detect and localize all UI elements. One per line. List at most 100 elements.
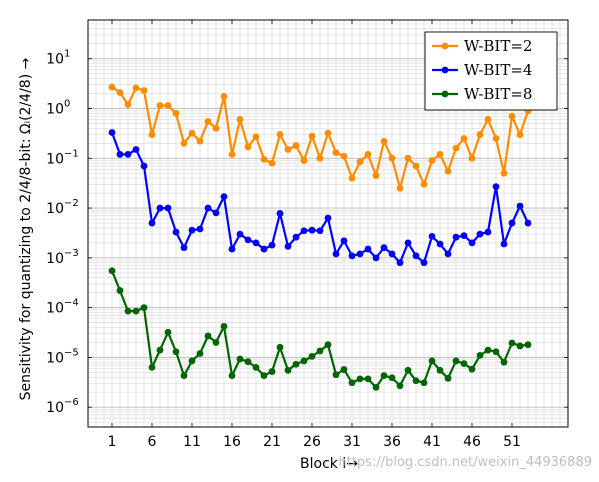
data-point [324, 214, 332, 222]
x-tick-label: 36 [383, 434, 401, 450]
data-point [252, 364, 260, 371]
data-point [284, 146, 292, 153]
data-point [452, 144, 460, 152]
data-point [132, 307, 140, 315]
data-point [452, 233, 460, 241]
x-tick-label: 51 [503, 434, 521, 450]
data-point [220, 193, 228, 201]
legend-marker-1 [441, 42, 449, 50]
data-point [308, 226, 316, 234]
data-point [492, 183, 500, 191]
data-point [484, 116, 492, 123]
data-point [132, 84, 140, 92]
y-tick-label: 10 [46, 201, 64, 217]
y-tick-label-exponent: 1 [64, 49, 70, 60]
y-tick-label: 10 [46, 102, 64, 118]
data-point [268, 368, 276, 375]
axis-ticks [88, 20, 568, 427]
data-point [156, 346, 164, 354]
data-point [388, 374, 396, 382]
data-point [436, 150, 444, 158]
data-point [476, 230, 484, 238]
y-tick-label: 10 [46, 251, 64, 267]
data-point [524, 341, 532, 349]
legend-marker-3 [441, 90, 449, 98]
data-point [516, 202, 524, 210]
data-point [500, 169, 508, 177]
data-point [108, 129, 116, 136]
x-tick-label: 41 [423, 434, 441, 450]
data-point [476, 351, 484, 359]
data-point [316, 227, 324, 235]
plot-frame [87, 19, 569, 428]
data-point [508, 339, 516, 347]
data-point [412, 377, 420, 385]
data-point [228, 372, 236, 380]
data-point [196, 350, 204, 357]
data-point [348, 174, 356, 182]
y-tick-label-exponent: −3 [64, 248, 79, 259]
data-point [300, 227, 308, 235]
data-point [516, 131, 524, 138]
data-point [292, 360, 300, 368]
y-tick-label-exponent: 0 [64, 99, 70, 110]
data-point [444, 250, 452, 258]
data-point [140, 304, 148, 312]
data-point [364, 245, 372, 253]
y-tick-label-exponent: −5 [64, 347, 79, 358]
data-point [372, 254, 380, 262]
x-tick-label: 21 [263, 434, 281, 450]
data-point [140, 162, 148, 170]
data-point [124, 150, 132, 158]
data-point [212, 339, 220, 346]
data-point [396, 382, 404, 390]
data-point [220, 93, 228, 100]
data-point [508, 112, 516, 120]
data-point [356, 250, 364, 258]
data-point [356, 158, 364, 166]
data-point [268, 241, 276, 249]
x-axis-label: Block i→ [300, 456, 358, 472]
data-point [164, 204, 172, 212]
data-point [244, 143, 252, 151]
y-tick-label-exponent: −6 [64, 397, 79, 408]
data-point [244, 358, 252, 366]
data-point [364, 375, 372, 383]
data-point [116, 89, 124, 96]
data-point [388, 154, 396, 162]
data-point [468, 154, 476, 162]
legend-label-3: W-BIT=8 [464, 85, 532, 103]
data-point [276, 131, 284, 138]
data-point [172, 228, 180, 236]
data-point [228, 150, 236, 158]
data-point [460, 135, 468, 142]
watermark-text: https://blog.csdn.net/weixin_44936889 [338, 455, 592, 470]
data-point [156, 204, 164, 212]
data-point [444, 374, 452, 382]
data-point [188, 357, 196, 365]
data-point [444, 167, 452, 175]
y-tick-label: 10 [46, 400, 64, 416]
data-point [332, 250, 340, 258]
data-point [380, 372, 388, 380]
data-point [348, 252, 356, 260]
data-point [324, 341, 332, 349]
x-tick-label: 1 [108, 434, 117, 450]
data-point [348, 379, 356, 387]
data-point [220, 322, 228, 330]
data-point [468, 365, 476, 373]
data-point [332, 371, 340, 379]
data-point [460, 360, 468, 368]
data-point [340, 237, 348, 245]
y-tick-label-exponent: −1 [64, 148, 79, 159]
data-point [356, 375, 364, 383]
x-tick-label: 26 [303, 434, 321, 450]
data-point [492, 348, 500, 356]
data-point [124, 101, 132, 108]
data-point [180, 139, 188, 147]
data-point [252, 239, 260, 247]
data-point [388, 250, 396, 258]
data-point [508, 219, 516, 227]
y-axis-label: Sensitivity for quantizing to 2/4/8-bit:… [18, 57, 34, 400]
